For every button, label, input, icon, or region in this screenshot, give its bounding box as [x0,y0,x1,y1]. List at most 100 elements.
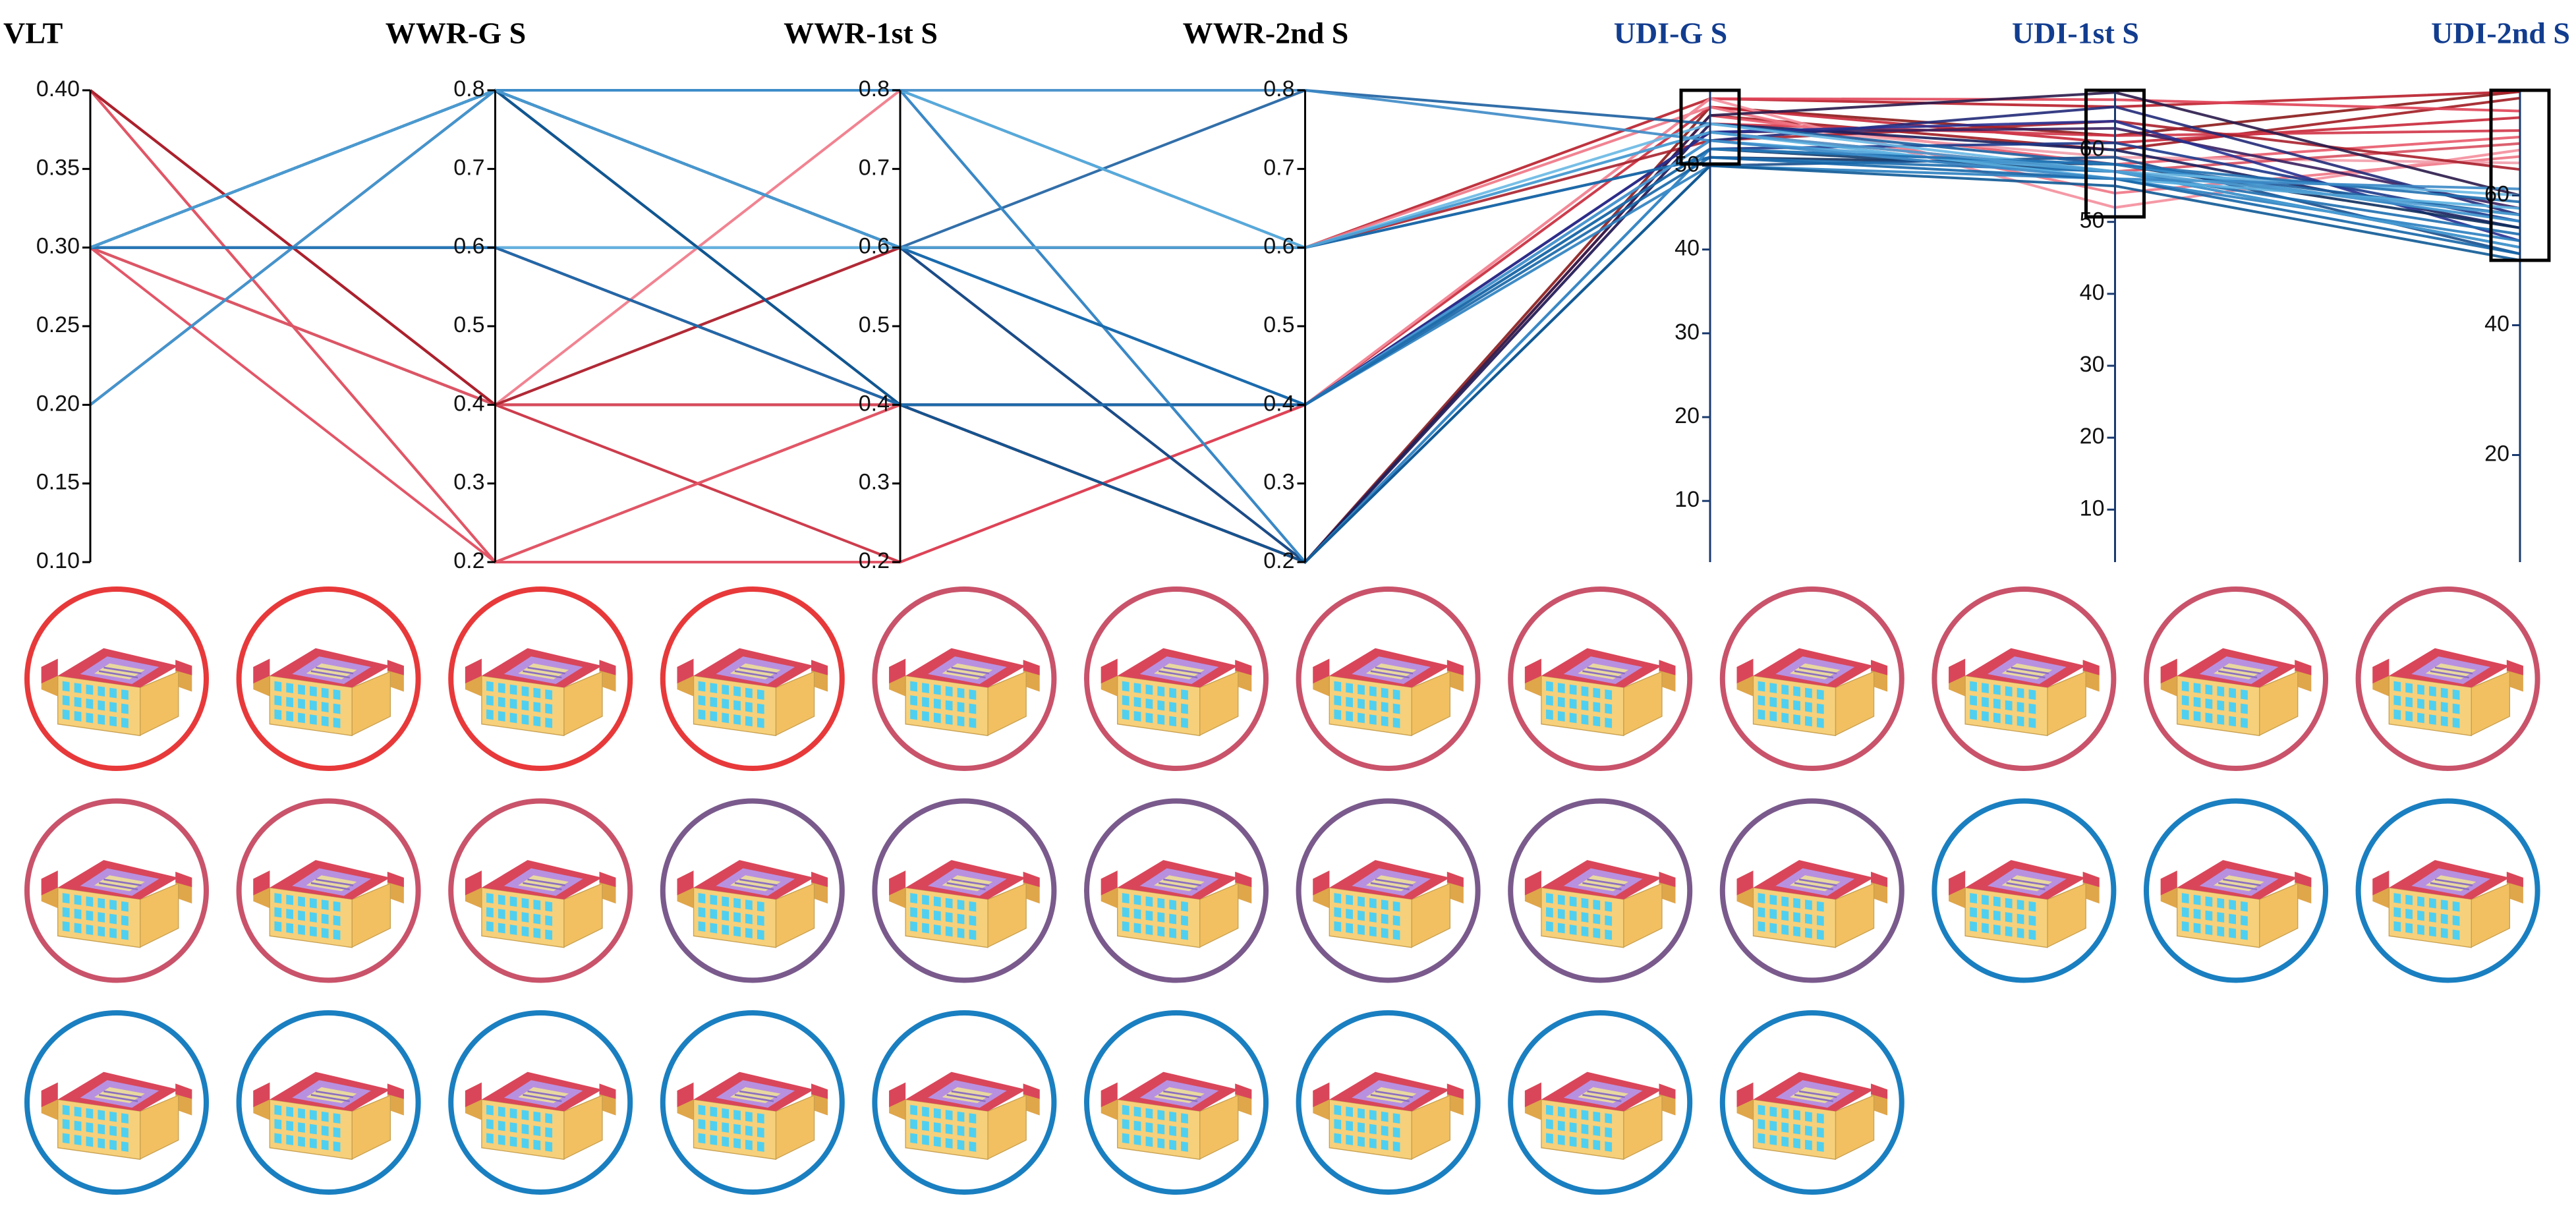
design-icon [236,1010,421,1195]
y-tick-label: 0.7 [859,155,890,180]
y-tick-label: 0.8 [1263,76,1294,101]
design-icon [448,1010,633,1195]
icon-ring [1084,586,1269,771]
y-tick-label: 0.30 [36,234,80,259]
axis: UDI-2nd S 20 40 60 [2431,16,2570,562]
y-tick-label: 0.3 [859,470,890,495]
axis: UDI-1st S 10 20 30 40 50 60 [2012,16,2146,562]
icon-ring [1508,798,1693,983]
icon-ring [2355,798,2540,983]
icon-ring [1932,586,2117,771]
design-icon [1296,1010,1481,1195]
design-icon [1084,798,1269,983]
design-icon [1932,798,2117,983]
icon-ring [24,798,209,983]
y-tick-label: 30 [1674,320,1700,345]
y-tick-label: 60 [2484,182,2509,207]
y-tick-label: 40 [2080,280,2105,305]
axis-title: WWR-1st S [784,16,938,50]
design-icon [660,798,845,983]
brush [2489,88,2551,262]
y-tick-label: 0.2 [1263,548,1294,573]
y-tick-label: 20 [2080,424,2105,449]
brush [2084,88,2146,219]
y-tick-label: 0.5 [859,312,890,337]
icon-ring [1084,1010,1269,1195]
y-tick-label: 0.6 [859,234,890,259]
y-tick-label: 50 [2080,208,2105,233]
y-tick-label: 60 [2080,136,2105,161]
design-icon [1719,586,1904,771]
design-icon [1296,798,1481,983]
icon-grid [24,586,2540,1195]
axis-title: UDI-G S [1614,16,1728,50]
y-tick-label: 0.2 [453,548,484,573]
icon-ring [448,1010,633,1195]
icon-ring [1296,1010,1481,1195]
axis: WWR-G S 0.2 0.3 0.4 0.5 0.6 0.7 0.8 [386,16,526,573]
icon-ring [660,1010,845,1195]
axis-title: VLT [3,16,63,50]
design-icon [872,798,1057,983]
y-tick-label: 10 [2080,496,2105,521]
y-tick-label: 40 [2484,312,2509,337]
icon-ring [236,798,421,983]
y-tick-label: 0.20 [36,391,80,416]
icon-ring [872,798,1057,983]
icon-ring [660,798,845,983]
design-icon [1508,1010,1693,1195]
y-tick-label: 0.4 [453,391,484,416]
icon-ring [660,586,845,771]
design-icon [1719,798,1904,983]
design-icon [24,1010,209,1195]
design-icon [1508,586,1693,771]
y-tick-label: 0.8 [859,76,890,101]
design-icon [872,586,1057,771]
icon-ring [1296,586,1481,771]
y-tick-label: 0.15 [36,470,80,495]
y-tick-label: 30 [2080,352,2105,377]
y-tick-label: 20 [1674,403,1700,428]
y-tick-label: 0.6 [1263,234,1294,259]
axis-title: WWR-2nd S [1183,16,1349,50]
design-icon [1932,586,2117,771]
design-icon [448,586,633,771]
icon-ring [2144,586,2328,771]
icon-ring [1719,586,1904,771]
icon-ring [872,1010,1057,1195]
icon-ring [1932,798,2117,983]
design-icon [2355,586,2540,771]
icon-ring [872,586,1057,771]
axis-title: WWR-G S [386,16,526,50]
design-icon [2144,586,2328,771]
y-tick-label: 0.7 [453,155,484,180]
design-icon [1719,1010,1904,1195]
y-tick-label: 40 [1674,236,1700,261]
icon-ring [24,1010,209,1195]
icon-ring [236,1010,421,1195]
y-tick-label: 0.8 [453,76,484,101]
y-tick-label: 0.6 [453,234,484,259]
design-icon [236,798,421,983]
y-tick-label: 0.3 [453,470,484,495]
icon-ring [24,586,209,771]
axis: VLT 0.10 0.15 0.20 0.25 0.30 0.35 0.40 [3,16,92,573]
y-tick-label: 0.2 [859,548,890,573]
axis-title: UDI-1st S [2012,16,2139,50]
icon-ring [2355,586,2540,771]
y-tick-label: 0.10 [36,548,80,573]
design-icon [660,586,845,771]
y-tick-label: 0.40 [36,76,80,101]
design-icon [236,586,421,771]
icon-ring [1084,798,1269,983]
y-tick-label: 10 [1674,487,1700,512]
icon-ring [1508,586,1693,771]
design-icon [448,798,633,983]
icon-ring [1508,1010,1693,1195]
y-tick-label: 0.4 [1263,391,1294,416]
icon-ring [236,586,421,771]
design-icon [660,1010,845,1195]
y-tick-label: 0.5 [1263,312,1294,337]
y-tick-label: 20 [2484,441,2509,466]
